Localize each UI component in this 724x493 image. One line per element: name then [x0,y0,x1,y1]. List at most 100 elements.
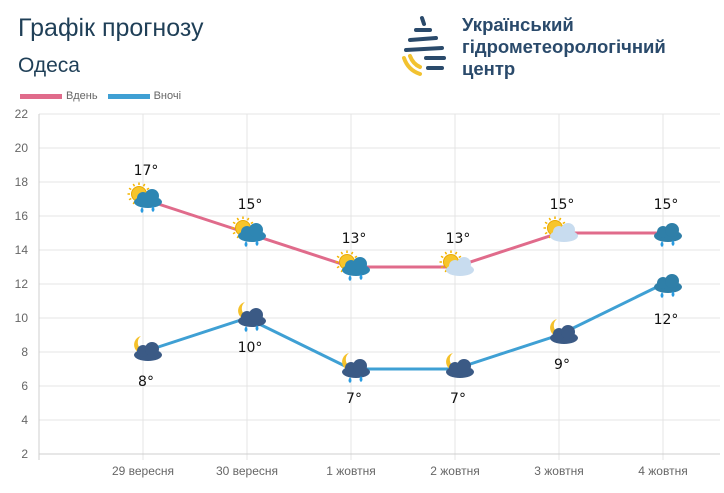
weather-sun-cloud-rain-icon [231,216,266,247]
sun-ray [246,217,250,221]
data-label: 10° [238,340,263,356]
sun-ray [558,217,562,221]
weather-moon-cloud-icon [134,336,162,361]
raindrop-icon [671,291,675,297]
data-label: 15° [238,197,263,213]
org-line: Український [462,14,574,35]
sun-ray [142,183,146,187]
y-tick-label: 22 [15,107,29,121]
raindrop-icon [348,275,352,281]
cloud-icon [134,189,162,213]
x-tick-label: 1 жовтня [326,464,375,478]
sun-ray [440,265,444,269]
sun-ray [340,251,344,255]
sun-ray [236,217,240,221]
sun-ray [350,251,354,255]
y-tick-label: 8 [21,345,28,359]
weather-sun-cloud-icon [543,216,578,242]
data-label: 7° [346,391,362,407]
sun-ray [354,255,358,259]
legend-swatch-day [20,93,62,99]
cloud-part [561,223,575,237]
raindrop-icon [660,241,664,247]
cloud-icon [238,308,266,332]
cloud-icon [446,257,474,276]
cloud-part [665,274,679,288]
sun-ray [458,255,462,259]
cloud-icon [550,223,578,242]
x-tick-label: 3 жовтня [534,464,583,478]
weather-moon-cloud-icon [550,319,578,344]
cloud-part [665,223,679,237]
org-name: Український гідрометеорологічний центр [462,14,666,80]
raindrop-icon [348,377,352,383]
weather-moon-cloud-rain-icon [342,353,370,383]
y-tick-label: 4 [21,413,28,427]
sun-ray [132,183,136,187]
cloud-part [249,223,263,237]
raindrop-icon [255,325,259,331]
sun-ray [146,187,150,191]
cloud-icon [654,274,682,298]
legend-swatch-night [107,93,150,99]
sun-ray [250,221,254,225]
page-title: Графік прогнозу [18,14,204,42]
cloud-icon [342,359,370,383]
sun-ray [544,221,548,225]
y-tick-label: 2 [21,447,28,461]
data-label: 15° [550,197,575,213]
sun-ray [232,221,236,225]
org-line: гідрометеорологічний [462,36,666,57]
legend-label-day[interactable]: Вдень [66,90,98,102]
cloud-part [457,359,471,373]
sun-ray [444,251,448,255]
series-line-night [142,282,664,371]
sun-ray [232,231,236,235]
data-label: 13° [342,231,367,247]
data-label: 9° [554,357,570,373]
weather-moon-cloud-rain-icon [238,302,266,332]
cloud-icon [238,223,266,247]
weather-cloud-rain-icon [654,223,682,247]
y-tick-label: 20 [15,141,29,155]
raindrop-icon [151,206,155,212]
cloud-part [561,325,575,339]
series-line-day [142,197,663,269]
cloud-part [353,359,367,373]
data-label: 7° [450,391,466,407]
sun-ray [548,217,552,221]
raindrop-icon [359,376,363,382]
data-label: 15° [654,197,679,213]
raindrop-icon [671,240,675,246]
cloud-icon [446,359,474,378]
org-line: центр [462,58,516,79]
weather-sun-cloud-rain-icon [335,250,370,281]
cloud-icon [550,325,578,344]
raindrop-icon [255,240,259,246]
x-tick-label: 4 жовтня [638,464,687,478]
y-tick-label: 10 [15,311,29,325]
raindrop-icon [244,241,248,247]
cloud-icon [654,223,682,247]
sun-ray [336,265,340,269]
sun-ray [128,187,132,191]
weather-moon-cloud-icon [446,353,474,378]
sun-ray [336,255,340,259]
weather-cloud-rain-icon [654,274,682,298]
y-tick-label: 6 [21,379,28,393]
legend-label-night[interactable]: Вночі [153,90,182,102]
raindrop-icon [244,326,248,332]
weather-sun-cloud-icon [439,250,474,276]
cloud-part [249,308,263,322]
y-tick-label: 14 [15,243,29,257]
data-label: 12° [654,312,679,328]
sun-ray [440,255,444,259]
weather-sun-cloud-rain-icon [127,182,162,213]
sun-ray [544,231,548,235]
sun-ray [128,197,132,201]
x-tick-label: 2 жовтня [430,464,479,478]
data-label: 8° [138,374,154,390]
cloud-icon [342,257,370,281]
x-tick-label: 29 вересня [112,464,174,478]
